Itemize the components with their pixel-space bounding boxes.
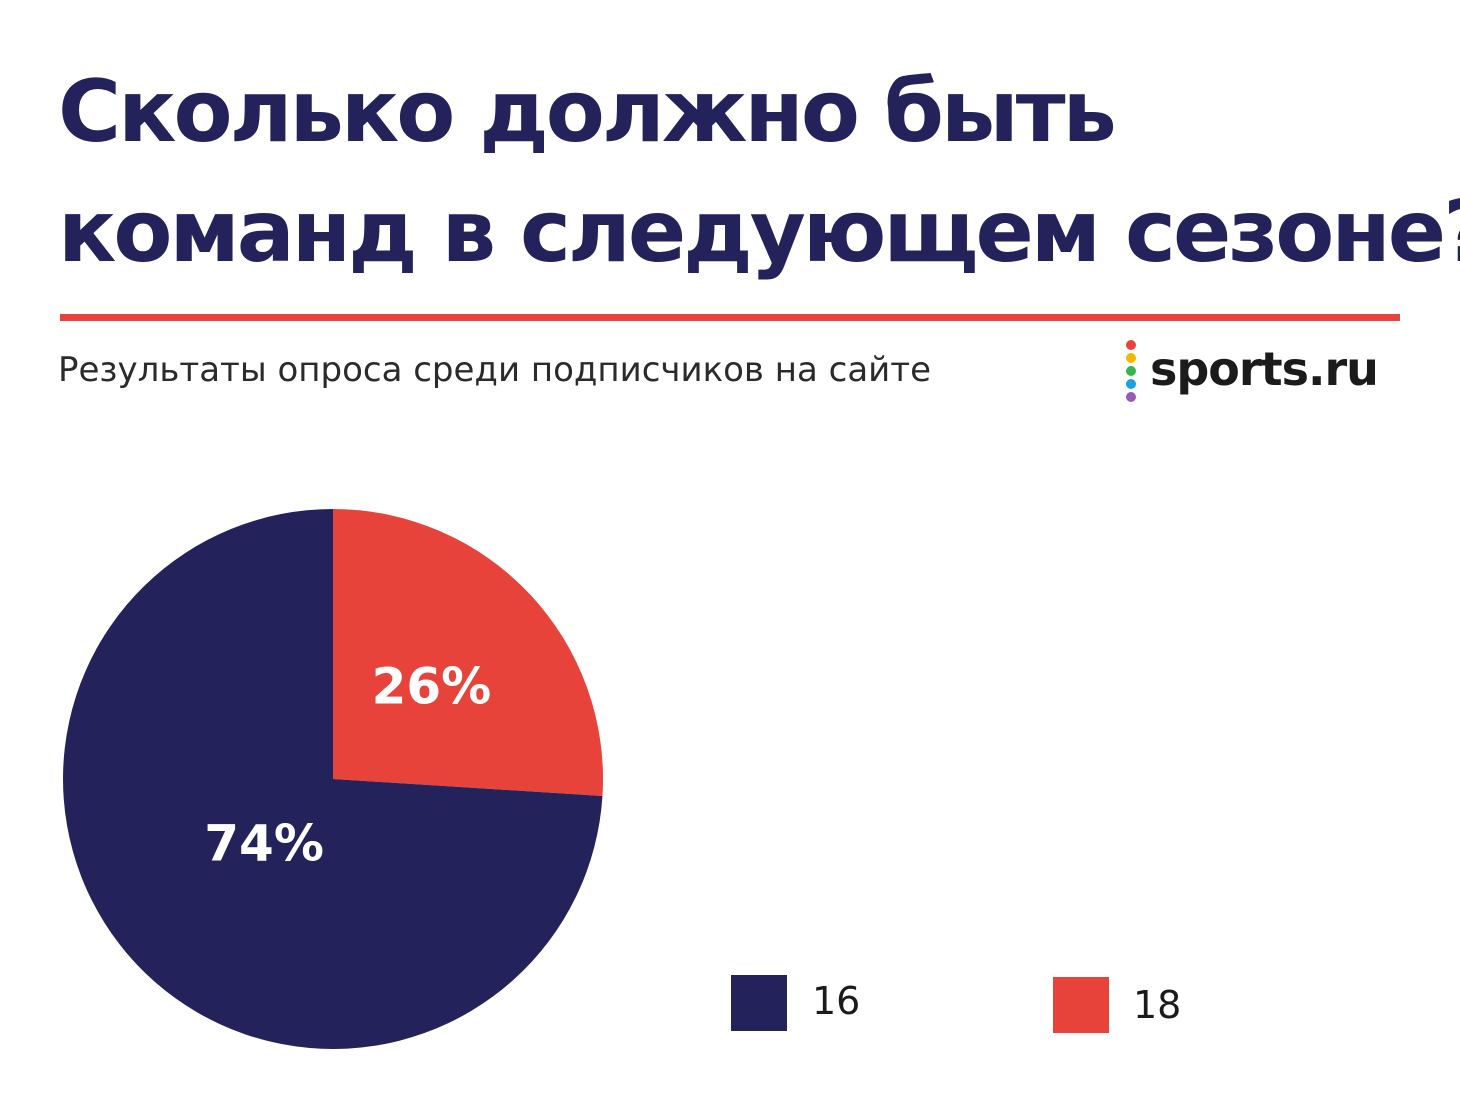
legend-swatch-18 — [1053, 977, 1109, 1033]
logo-dot-3 — [1126, 366, 1136, 376]
chart-title-line-1: Сколько должно быть — [58, 62, 1117, 162]
accent-divider — [60, 314, 1400, 321]
pie-slices — [62, 509, 603, 1049]
logo-dot-4 — [1126, 379, 1136, 389]
pie-slice-label-18: 26% — [372, 658, 492, 716]
chart-title-line-2: команд в следующем сезоне? — [58, 182, 1460, 282]
logo-text: sports.ru — [1150, 342, 1379, 396]
pie-slice-18 — [333, 509, 603, 796]
legend-label-16: 16 — [812, 979, 861, 1023]
chart-title: Сколько должно быть команд в следующем с… — [58, 52, 1460, 292]
sports-ru-logo: sports.ru — [1126, 336, 1416, 408]
logo-dot-2 — [1126, 353, 1136, 363]
logo-dot-5 — [1126, 392, 1136, 402]
pie-slice-labels: 26% 74% — [204, 658, 491, 873]
legend-swatch-16 — [731, 975, 787, 1031]
logo-dots-icon — [1126, 340, 1138, 406]
pie-slice-16 — [62, 509, 603, 1049]
pie-slice-label-16: 74% — [204, 815, 324, 873]
logo-dot-1 — [1126, 340, 1136, 350]
chart-subtitle: Результаты опроса среди подписчиков на с… — [58, 350, 931, 390]
legend-label-18: 18 — [1133, 983, 1182, 1027]
